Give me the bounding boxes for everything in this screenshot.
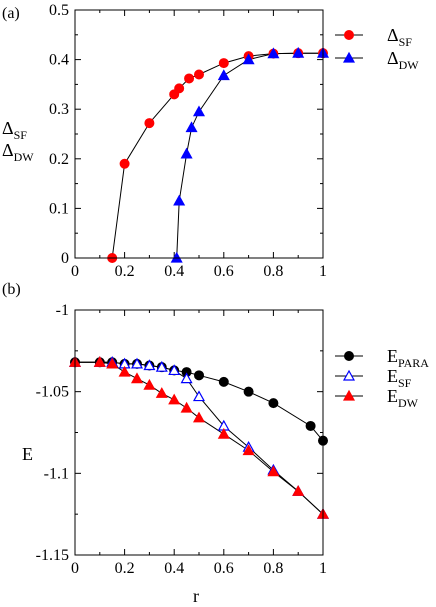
series-dw-point (292, 485, 305, 496)
x-tick-label: 0.6 (214, 263, 234, 280)
legend-marker (344, 351, 354, 361)
legend-label: ESF (387, 366, 412, 390)
panel-a-label: (a) (2, 5, 20, 22)
series-dw-point (242, 444, 255, 456)
panel-b-xlabel: r (193, 586, 199, 606)
x-tick-label: 0 (71, 560, 79, 577)
series-dw-point (192, 105, 206, 117)
series-dw-point (180, 147, 193, 159)
series-para-point (268, 398, 279, 409)
series-sf-point (192, 390, 206, 402)
series-sf-point (184, 73, 195, 84)
series-dw-point (130, 372, 144, 384)
series-dw-line (75, 361, 324, 515)
series-dw-point (173, 194, 186, 206)
x-tick-label: 0 (71, 263, 79, 280)
series-para-point (194, 370, 204, 381)
y-tick-label: -1.05 (36, 384, 69, 401)
series-dw-point (106, 357, 119, 369)
series-dw-point (217, 69, 230, 81)
y-tick-label: -1.15 (36, 547, 69, 564)
legend-marker (342, 389, 356, 401)
x-tick-label: 1 (319, 263, 327, 280)
series-dw-point (217, 427, 230, 439)
series-sf-point (194, 69, 204, 80)
y-tick-label: 0.1 (49, 200, 69, 217)
series-dw-point (143, 378, 156, 390)
y-tick-label: -1 (56, 302, 69, 319)
series-sf-point (130, 357, 144, 369)
series-sf-point (174, 83, 185, 94)
series-dw-point (267, 465, 280, 477)
series-dw-point (155, 387, 168, 398)
panel-a-ylabel-line2: ΔDW (2, 140, 34, 164)
series-dw-point (292, 46, 305, 58)
y-tick-label: 0.5 (49, 2, 69, 19)
series-sf-point (119, 158, 130, 169)
series-para-point (243, 386, 254, 397)
y-tick-label: 0.3 (49, 101, 69, 118)
series-dw-point (93, 356, 106, 367)
x-tick-label: 0.4 (164, 560, 184, 577)
legend-label: EPARA (387, 346, 429, 370)
series-dw-point (185, 121, 198, 133)
x-tick-label: 0.4 (164, 263, 184, 280)
legend-marker (344, 30, 354, 40)
legend-label: EDW (387, 386, 419, 410)
series-dw-point (267, 47, 280, 59)
panel-a-frame (74, 9, 324, 259)
series-para-point (218, 376, 229, 387)
panel-b-ylabel: E (22, 444, 33, 464)
x-tick-label: 0.2 (115, 560, 135, 577)
series-sf-point (155, 360, 168, 372)
series-sf-point (180, 372, 193, 384)
panel-b: (b) E r 0 0.2 0.4 0.6 0.8 1 -1 -1.05 -1.1 -1.15 E… (2, 281, 429, 606)
series-sf-point (218, 58, 229, 69)
series-sf-line (75, 361, 324, 515)
series-dw-point (168, 393, 181, 405)
series-para-point (305, 420, 316, 431)
series-sf-point (143, 359, 156, 371)
y-tick-label: 0.4 (49, 52, 69, 69)
series-sf-point (168, 364, 181, 376)
y-tick-label: 0.2 (49, 151, 69, 168)
x-tick-label: 0.8 (263, 263, 283, 280)
panel-a: (a) ΔSF ΔDW 0 0.2 0.4 0.6 0.8 1 0 0.1 0.2 0.3 0.4 0… (2, 2, 419, 280)
series-sf-point (144, 118, 155, 129)
legend-label: ΔSF (387, 25, 412, 49)
panel-a-ylabel-line1: ΔSF (2, 118, 27, 142)
x-tick-label: 0.8 (263, 560, 283, 577)
x-tick-label: 1 (319, 560, 327, 577)
series-dw-point (192, 411, 206, 423)
legend-marker (342, 369, 356, 381)
legend-marker (342, 51, 356, 63)
x-tick-label: 0.2 (115, 263, 135, 280)
series-dw-point (242, 53, 255, 65)
panel-b-label: (b) (2, 281, 21, 298)
y-tick-label: 0 (61, 250, 69, 267)
panel-b-frame (74, 309, 324, 556)
legend-label: ΔDW (387, 48, 419, 72)
series-dw-point (118, 365, 131, 377)
series-dw-point (180, 401, 193, 413)
x-tick-label: 0.6 (214, 560, 234, 577)
series-dw-line (176, 52, 323, 259)
y-tick-label: -1.1 (44, 465, 69, 482)
